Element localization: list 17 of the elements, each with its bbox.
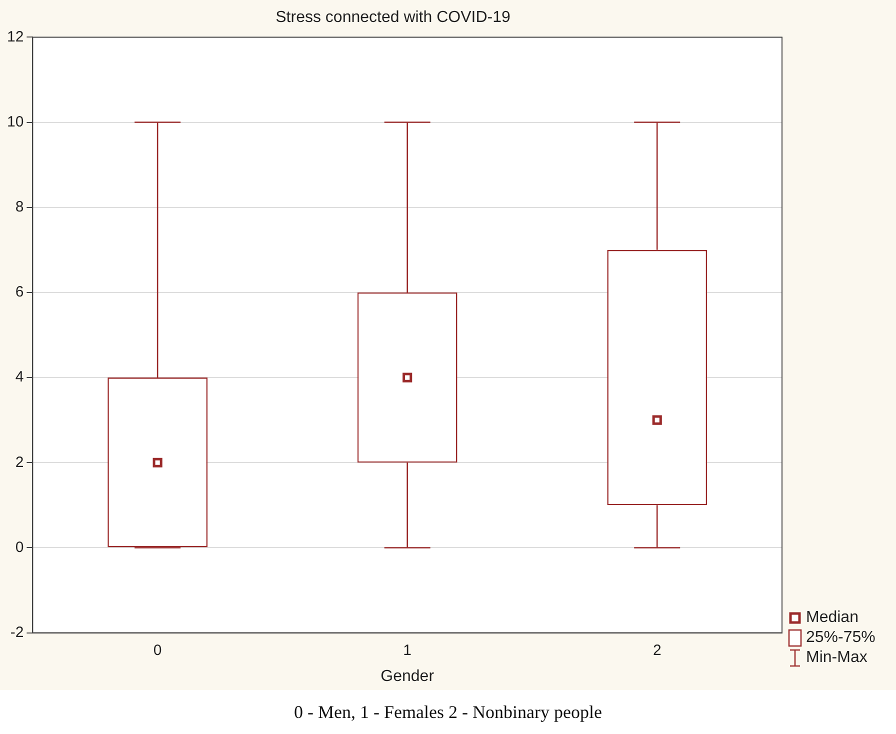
text: Median	[806, 609, 858, 627]
chart-title: Stress connected with COVID-19	[276, 9, 510, 26]
y-tick-label: 8	[15, 198, 24, 216]
y-tick-label: -2	[10, 624, 24, 641]
text: 25%-75%	[806, 629, 876, 647]
y-tick-label: 12	[6, 28, 24, 46]
x-tick-label: 0	[153, 642, 162, 659]
x-axis-title: Gender	[380, 668, 435, 685]
x-tick-label: 2	[652, 642, 662, 659]
y-tick-label: 10	[6, 113, 24, 130]
x-tick-label: 1	[403, 642, 412, 659]
y-tick-label: 2	[15, 454, 24, 471]
y-tick-label: 6	[15, 284, 24, 301]
y-tick-label: 0	[15, 538, 24, 556]
y-tick-label: 4	[15, 368, 24, 386]
text: 0 - Men, 1 - Females 2 - Nonbinary people	[293, 702, 603, 723]
text: Min-Max	[806, 649, 868, 667]
